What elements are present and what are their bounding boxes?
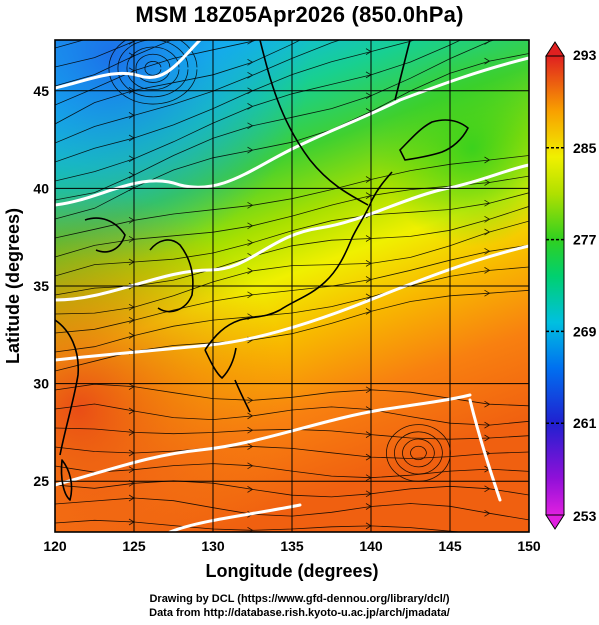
streamline — [247, 103, 254, 110]
streamline — [247, 426, 254, 434]
streamline — [484, 215, 491, 223]
streamline — [247, 291, 254, 299]
colorbar-ticks — [546, 147, 564, 424]
streamline — [409, 445, 427, 461]
lat-tick-label: 25 — [33, 473, 49, 489]
streamline — [485, 9, 490, 15]
colorbar-max-triangle — [545, 41, 565, 57]
lat-lon-grid — [54, 40, 530, 532]
streamline — [484, 228, 491, 236]
plot-frame — [54, 39, 530, 533]
colorbar-label: 293 — [573, 47, 597, 63]
streamline — [484, 57, 491, 65]
colorbar-labels: 293 285 277 269 261 253 — [573, 47, 597, 524]
streamline — [247, 58, 254, 66]
streamline — [484, 40, 491, 45]
isotherm-contours — [55, 40, 529, 532]
streamline — [144, 61, 162, 76]
streamline — [484, 485, 491, 493]
lat-tick-label: 30 — [33, 376, 49, 392]
streamline — [248, 14, 253, 20]
streamline — [484, 247, 491, 255]
streamline — [135, 53, 171, 83]
colorbar-label: 269 — [573, 323, 597, 339]
streamline — [129, 21, 134, 27]
lat-tick-label: 45 — [33, 83, 49, 99]
streamline — [117, 40, 189, 98]
streamline — [247, 239, 254, 247]
streamline — [247, 201, 254, 209]
lon-tick-label: 120 — [43, 538, 67, 554]
streamline — [484, 421, 491, 429]
credit-data: Data from http://database.rish.kyoto-u.a… — [149, 607, 450, 619]
colorbar-label: 261 — [573, 415, 597, 431]
lon-tick-label: 140 — [359, 538, 383, 554]
latitude-tick-labels: 25 30 35 40 45 — [33, 83, 49, 489]
x-axis-title: Longitude (degrees) — [205, 561, 378, 581]
coastlines — [55, 40, 469, 501]
lon-tick-label: 130 — [201, 538, 225, 554]
colorbar-label: 285 — [573, 140, 597, 156]
streamline — [247, 462, 254, 470]
streamline — [484, 156, 491, 164]
streamline — [484, 267, 491, 274]
streamline — [484, 199, 491, 207]
streamline — [393, 431, 443, 475]
streamline — [108, 40, 198, 105]
colorbar-min-triangle — [545, 514, 565, 530]
colorbar-label: 253 — [573, 508, 597, 524]
streamline — [247, 443, 254, 450]
streamline — [366, 27, 371, 33]
streamline — [484, 400, 491, 408]
streamline — [247, 222, 254, 230]
lon-tick-label: 145 — [438, 538, 462, 554]
streamline — [484, 289, 491, 297]
streamline — [247, 146, 254, 154]
colorbar-bar — [545, 55, 565, 516]
streamline — [385, 424, 451, 482]
streamline — [484, 509, 491, 517]
y-axis-title: Latitude (degrees) — [3, 208, 23, 364]
streamline — [484, 434, 491, 442]
streamline — [247, 412, 254, 420]
streamline — [247, 486, 254, 493]
lat-tick-label: 35 — [33, 278, 49, 294]
streamline — [247, 122, 254, 130]
streamline — [247, 40, 254, 45]
streamline — [485, 23, 490, 29]
colorbar: 293 285 277 269 261 253 — [545, 41, 597, 530]
longitude-tick-labels: 120 125 130 135 140 145 150 — [43, 538, 541, 554]
streamline — [366, 3, 371, 9]
lon-tick-label: 125 — [122, 538, 146, 554]
streamline — [247, 267, 254, 275]
lon-tick-label: 150 — [517, 538, 541, 554]
lon-tick-label: 135 — [280, 538, 304, 554]
streamline — [247, 71, 254, 79]
streamline — [401, 438, 435, 468]
credit-drawing: Drawing by DCL (https://www.gfd-dennou.o… — [149, 593, 450, 605]
streamline — [247, 526, 254, 532]
map-title: MSM 18Z05Apr2026 (850.0hPa) — [135, 2, 464, 27]
lat-tick-label: 40 — [33, 180, 49, 196]
streamline — [247, 396, 254, 404]
colorbar-label: 277 — [573, 232, 597, 248]
streamline — [484, 179, 491, 186]
streamline — [126, 46, 180, 91]
